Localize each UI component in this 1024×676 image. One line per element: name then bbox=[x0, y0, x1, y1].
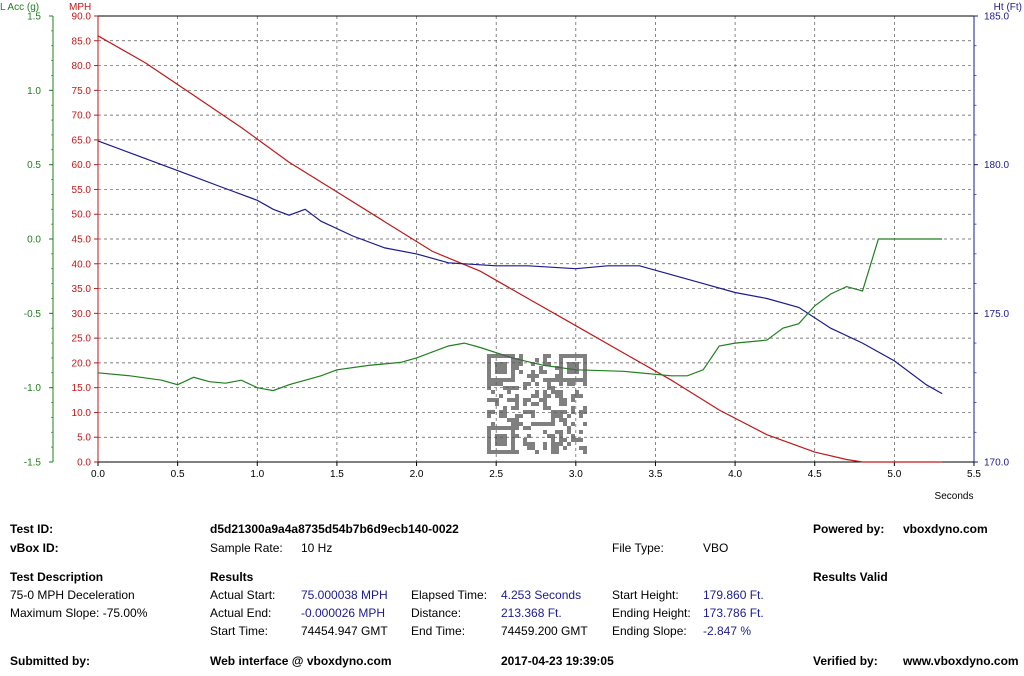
actual-start-label: Actual Start: bbox=[210, 588, 276, 602]
file-type-label: File Type: bbox=[612, 541, 664, 555]
series-line-lacc bbox=[97, 238, 943, 392]
mph-tick-label: 5.0 bbox=[77, 433, 91, 444]
x-tick-label: 3.5 bbox=[649, 469, 663, 480]
test-id-label: Test ID: bbox=[10, 522, 54, 536]
mph-tick-label: 45.0 bbox=[72, 235, 92, 246]
powered-by-value: vboxdyno.com bbox=[903, 522, 988, 536]
distance-value: 213.368 Ft. bbox=[501, 606, 562, 620]
lacc-axis-label: L Acc (g) bbox=[0, 2, 39, 13]
start-height-label: Start Height: bbox=[612, 588, 679, 602]
test-description-line2: Maximum Slope: -75.00% bbox=[10, 606, 148, 620]
start-height-value: 179.860 Ft. bbox=[703, 588, 764, 602]
lacc-tick-label: -1.0 bbox=[24, 383, 42, 394]
x-tick-label: 4.5 bbox=[808, 469, 822, 480]
test-description-label: Test Description bbox=[10, 570, 104, 584]
end-time-value: 74459.200 GMT bbox=[501, 624, 588, 638]
mph-tick-label: 0.0 bbox=[77, 458, 91, 469]
mph-axis-label: MPH bbox=[69, 2, 91, 13]
mph-tick-label: 35.0 bbox=[72, 284, 92, 295]
lacc-tick-label: -1.5 bbox=[24, 458, 42, 469]
mph-tick-label: 70.0 bbox=[72, 111, 92, 122]
verified-by-label: Verified by: bbox=[813, 654, 878, 668]
mph-tick-label: 25.0 bbox=[72, 334, 92, 345]
actual-end-label: Actual End: bbox=[210, 606, 272, 620]
file-type-value: VBO bbox=[703, 541, 729, 555]
mph-tick-label: 80.0 bbox=[72, 61, 92, 72]
mph-tick-label: 85.0 bbox=[72, 36, 92, 47]
web-interface-link[interactable]: Web interface @ vboxdyno.com bbox=[210, 654, 392, 668]
ht-tick-label: 180.0 bbox=[984, 160, 1009, 171]
ht-tick-label: 185.0 bbox=[984, 12, 1009, 23]
lacc-tick-label: 0.0 bbox=[27, 235, 41, 246]
chart-grid bbox=[97, 15, 975, 463]
mph-tick-label: 30.0 bbox=[72, 309, 92, 320]
vbox-id-label: vBox ID: bbox=[10, 541, 59, 555]
distance-label: Distance: bbox=[411, 606, 462, 620]
ht-tick-label: 170.0 bbox=[984, 458, 1009, 469]
mph-tick-label: 15.0 bbox=[72, 383, 92, 394]
x-tick-label: 2.0 bbox=[410, 469, 424, 480]
x-tick-label: 0.0 bbox=[91, 469, 105, 480]
elapsed-time-value: 4.253 Seconds bbox=[501, 588, 582, 602]
chart-series bbox=[97, 35, 943, 463]
results-valid: Results Valid bbox=[813, 570, 888, 584]
actual-end-value: -0.000026 MPH bbox=[301, 606, 386, 620]
lacc-tick-label: 1.5 bbox=[27, 12, 41, 23]
x-tick-label: 5.5 bbox=[967, 469, 981, 480]
x-tick-label: 5.0 bbox=[887, 469, 901, 480]
x-axis-label: Seconds bbox=[935, 491, 974, 500]
start-time-label: Start Time: bbox=[210, 624, 269, 638]
mph-tick-label: 90.0 bbox=[72, 12, 92, 23]
chart-tick-labels: 0.0 0.5 1.0 1.5 2.0 2.5 3.0 3.5 4.0 4.5 5.0 5.5 Seco… bbox=[0, 2, 1022, 500]
mph-tick-label: 55.0 bbox=[72, 185, 92, 196]
actual-start-value: 75.000038 MPH bbox=[301, 588, 388, 602]
ht-axis-label: Ht (Ft) bbox=[994, 2, 1022, 13]
x-tick-label: 3.0 bbox=[569, 469, 583, 480]
end-time-label: End Time: bbox=[411, 624, 466, 638]
powered-by-label: Powered by: bbox=[813, 522, 885, 536]
x-tick-label: 4.0 bbox=[728, 469, 742, 480]
x-tick-label: 0.5 bbox=[171, 469, 185, 480]
ht-tick-label: 175.0 bbox=[984, 309, 1009, 320]
mph-tick-label: 10.0 bbox=[72, 408, 92, 419]
mph-tick-label: 75.0 bbox=[72, 86, 92, 97]
lacc-tick-label: -0.5 bbox=[24, 309, 42, 320]
sample-rate-value: 10 Hz bbox=[301, 541, 333, 555]
chart: 0.0 0.5 1.0 1.5 2.0 2.5 3.0 3.5 4.0 4.5 5.0 5.5 Seco… bbox=[0, 2, 1022, 500]
x-tick-label: 2.5 bbox=[489, 469, 503, 480]
start-time-value: 74454.947 GMT bbox=[301, 624, 388, 638]
ending-slope-label: Ending Slope: bbox=[612, 624, 687, 638]
mph-tick-label: 60.0 bbox=[72, 160, 92, 171]
lacc-tick-label: 1.0 bbox=[27, 86, 41, 97]
lacc-tick-label: 0.5 bbox=[27, 160, 41, 171]
submitted-by-label: Submitted by: bbox=[10, 654, 90, 668]
sample-rate-label: Sample Rate: bbox=[210, 541, 283, 555]
elapsed-time-label: Elapsed Time: bbox=[411, 588, 488, 602]
x-tick-label: 1.0 bbox=[250, 469, 264, 480]
test-description-line1: 75-0 MPH Deceleration bbox=[10, 588, 135, 602]
verified-by-value[interactable]: www.vboxdyno.com bbox=[903, 654, 1019, 668]
mph-tick-label: 20.0 bbox=[72, 358, 92, 369]
series-line-ht bbox=[97, 140, 943, 395]
test-id-value: d5d21300a9a4a8735d54b7b6d9ecb140-0022 bbox=[210, 522, 459, 536]
mph-tick-label: 40.0 bbox=[72, 259, 92, 270]
x-tick-label: 1.5 bbox=[330, 469, 344, 480]
mph-tick-label: 65.0 bbox=[72, 135, 92, 146]
qr-code-image bbox=[486, 354, 588, 454]
mph-tick-label: 50.0 bbox=[72, 210, 92, 221]
ending-height-label: Ending Height: bbox=[612, 606, 691, 620]
qr-code-pattern bbox=[487, 354, 587, 454]
report-timestamp: 2017-04-23 19:39:05 bbox=[501, 654, 614, 668]
chart-axes bbox=[49, 15, 978, 466]
results-label: Results bbox=[210, 570, 254, 584]
ending-slope-value: -2.847 % bbox=[703, 624, 752, 638]
ending-height-value: 173.786 Ft. bbox=[703, 606, 764, 620]
series-line-mph bbox=[97, 35, 943, 463]
